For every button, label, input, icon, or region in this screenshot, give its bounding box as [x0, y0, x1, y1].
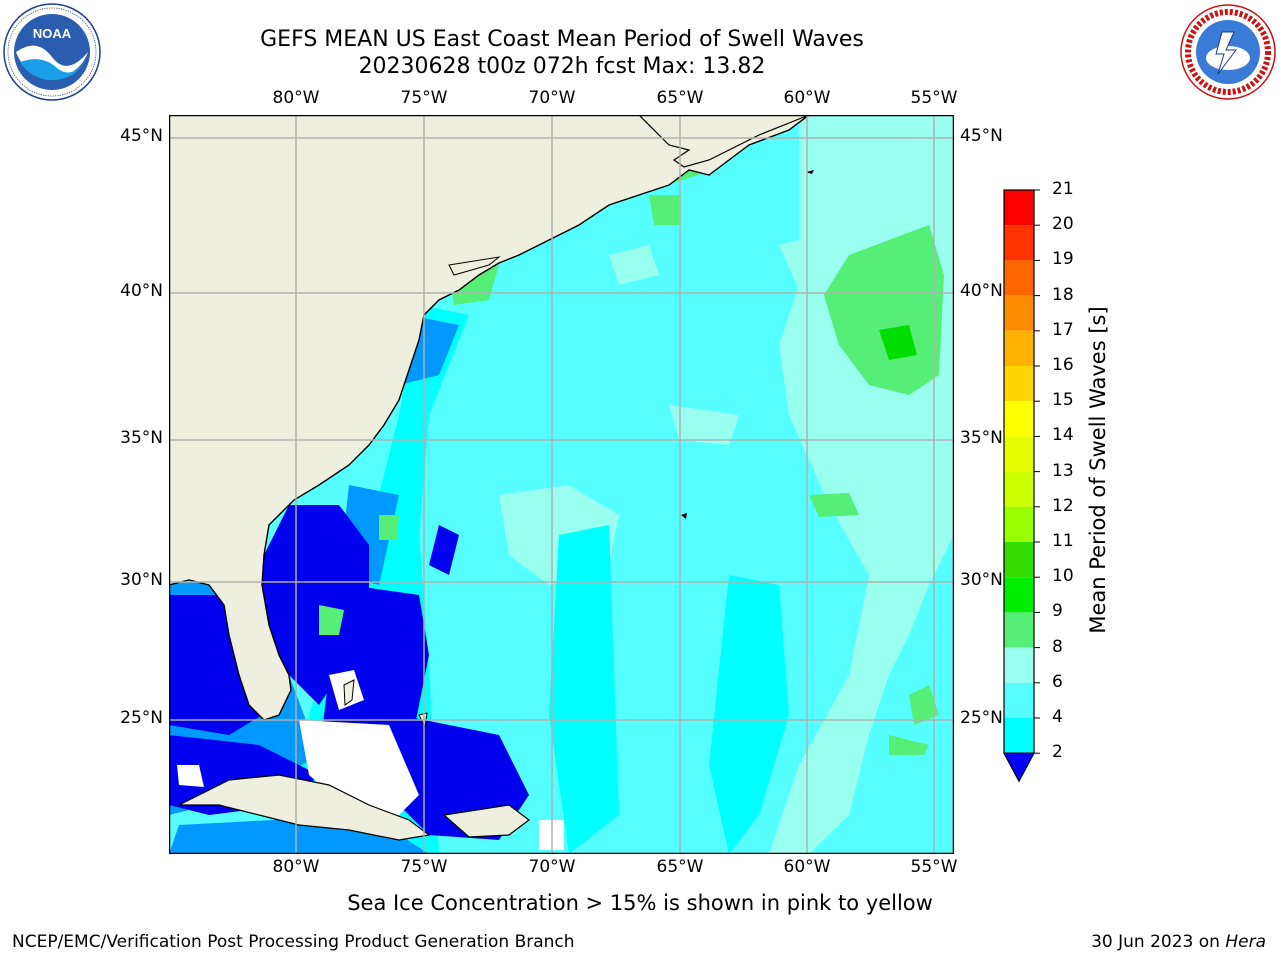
colorbar-tick-label: 2 — [1052, 742, 1063, 763]
cuba-landmass — [178, 774, 431, 841]
colorbar-band — [1004, 295, 1034, 331]
colorbar-tick-label: 11 — [1052, 531, 1074, 551]
chart-subtitle: 20230628 t00z 072h fcst Max: 13.82 — [358, 54, 766, 79]
colorbar-tick-label: 18 — [1052, 284, 1074, 305]
colorbar-band — [1004, 542, 1034, 578]
footer-machine: Hera — [1225, 932, 1266, 952]
lon-tick-bottom: 80°W — [272, 857, 320, 877]
colorbar-band — [1004, 612, 1034, 648]
hispaniola-landmass — [442, 804, 530, 838]
colorbar-band — [1004, 471, 1034, 507]
lon-tick-top: 60°W — [783, 88, 831, 108]
colorbar-band — [1004, 366, 1034, 402]
lon-tick-top: 80°W — [272, 88, 320, 108]
colorbar-tick-label: 10 — [1052, 566, 1074, 587]
colorbar-tick-label: 16 — [1052, 355, 1074, 375]
noaa-logo-text: NOAA — [33, 26, 72, 41]
long-island — [448, 256, 501, 276]
lon-tick-top: 75°W — [400, 88, 448, 108]
colorbar-band — [1004, 330, 1034, 366]
colorbar-band — [1004, 436, 1034, 472]
lon-tick-bottom: 65°W — [656, 857, 704, 877]
colorbar-tick-label: 20 — [1052, 214, 1074, 235]
lat-tick-right: 25°N — [960, 708, 1003, 728]
colorbar-tick-label: 8 — [1052, 636, 1063, 657]
swell-period-map — [169, 115, 954, 854]
nova-scotia-landmass — [638, 115, 810, 168]
map-gridlines — [169, 115, 954, 854]
colorbar-band — [1004, 718, 1034, 754]
footer-left: NCEP/EMC/Verification Post Processing Pr… — [12, 932, 575, 952]
colorbar-tick-label: 13 — [1052, 460, 1074, 481]
colorbar-tick-label: 14 — [1052, 425, 1074, 446]
colorbar-tick-label: 6 — [1052, 671, 1063, 692]
chart-title: GEFS MEAN US East Coast Mean Period of S… — [260, 27, 864, 52]
map-frame — [169, 115, 954, 854]
noaa-logo-icon: NOAA — [3, 3, 101, 101]
colorbar-band — [1004, 401, 1034, 437]
us-landmass — [169, 115, 811, 721]
lon-tick-top: 65°W — [656, 88, 704, 108]
lat-tick-right: 35°N — [960, 428, 1003, 448]
colorbar-band — [1004, 506, 1034, 542]
lat-tick-left: 35°N — [120, 428, 163, 448]
bermuda-island — [681, 513, 687, 519]
colorbar-tick-label: 4 — [1052, 707, 1063, 727]
colorbar-extension — [1002, 752, 1036, 783]
period-10-11-region — [879, 325, 917, 360]
lat-tick-left: 25°N — [120, 708, 163, 728]
lon-tick-bottom: 60°W — [783, 857, 831, 877]
sea-ice-note: Sea Ice Concentration > 15% is shown in … — [347, 891, 933, 915]
lat-tick-left: 30°N — [120, 570, 163, 590]
lon-tick-top: 70°W — [528, 88, 576, 108]
lon-tick-top: 55°W — [910, 88, 958, 108]
lon-tick-bottom: 75°W — [400, 857, 448, 877]
colorbar — [1002, 189, 1040, 783]
colorbar-band — [1004, 647, 1034, 683]
colorbar-tick-label: 19 — [1052, 249, 1074, 270]
colorbar-tick-label: 15 — [1052, 390, 1074, 411]
footer-date: 30 Jun 2023 on — [1091, 932, 1226, 952]
lat-tick-left: 45°N — [120, 126, 163, 146]
lon-tick-bottom: 55°W — [910, 857, 958, 877]
colorbar-band — [1004, 190, 1034, 226]
colorbar-band — [1004, 682, 1034, 718]
colorbar-tick-label: 21 — [1052, 179, 1074, 199]
lat-tick-right: 30°N — [960, 570, 1003, 590]
lat-tick-left: 40°N — [120, 281, 163, 301]
colorbar-tick-label: 9 — [1052, 601, 1063, 622]
sable-island — [806, 170, 814, 174]
colorbar-band — [1004, 577, 1034, 613]
colorbar-band — [1004, 225, 1034, 261]
colorbar-tick-label: 12 — [1052, 495, 1074, 516]
lon-tick-bottom: 70°W — [528, 857, 576, 877]
lat-tick-right: 40°N — [960, 281, 1003, 301]
lat-tick-right: 45°N — [960, 126, 1003, 146]
colorbar-title: Mean Period of Swell Waves [s] — [1086, 306, 1110, 634]
footer-right: 30 Jun 2023 on Hera — [1091, 932, 1266, 952]
colorbar-tick-label: 17 — [1052, 319, 1074, 340]
bahamas-island — [343, 679, 355, 706]
nws-logo-icon — [1180, 4, 1276, 100]
colorbar-band — [1004, 260, 1034, 296]
